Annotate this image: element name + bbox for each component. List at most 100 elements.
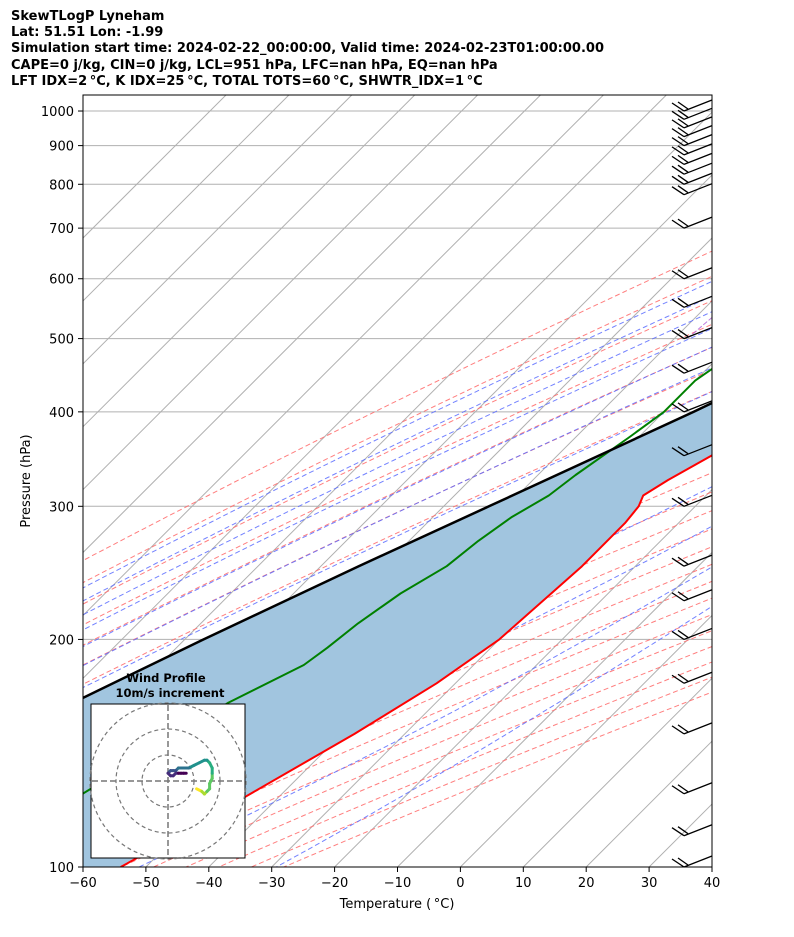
wind-barb-staff <box>683 99 713 112</box>
isotherm-line <box>83 95 353 365</box>
wind-barb-flag <box>671 785 685 795</box>
wind-barb-flag <box>677 174 689 183</box>
y-axis-label: Pressure (hPa) <box>19 434 34 527</box>
wind-barb-staff <box>683 589 713 602</box>
wind-barb-flag <box>671 137 685 147</box>
wind-barb-flag <box>677 145 689 154</box>
wind-barb-staff <box>683 782 713 795</box>
wind-barb-flag <box>671 175 685 185</box>
wind-barb-flag <box>677 673 689 682</box>
x-tick-label: −20 <box>321 876 348 891</box>
location-line: Lat: 51.51 Lon: -1.99 <box>11 25 164 40</box>
y-tick-label: 600 <box>49 273 74 288</box>
wind-barb <box>671 172 713 185</box>
hodograph-ring <box>89 702 247 860</box>
moist-adiabat <box>83 367 712 667</box>
dry-adiabat <box>218 661 712 867</box>
wind-barb-staff <box>683 554 713 567</box>
wind-barb <box>671 116 713 129</box>
wind-barb-flag <box>677 154 689 163</box>
wind-barb-flag <box>671 270 685 280</box>
wind-barb-flag <box>671 165 685 175</box>
indices-line-2: LFT IDX=2 °C, K IDX=25 °C, TOTAL TOTS=60… <box>11 74 483 89</box>
wind-barb <box>671 99 713 112</box>
hodograph-title: Wind Profile <box>126 671 206 685</box>
wind-barb-flag <box>677 164 689 173</box>
isotherm-line <box>522 677 712 867</box>
wind-barb-staff <box>683 295 713 308</box>
y-tick-label: 500 <box>49 333 74 348</box>
wind-barb-flag <box>677 297 689 306</box>
wind-barb <box>671 361 713 374</box>
axes: −60 −50 −40 −30 −20 −10 0 10 20 30 40 100 200 300 400 5… <box>41 105 720 891</box>
isotherm-line <box>334 488 712 867</box>
x-tick-label: −10 <box>384 876 411 891</box>
x-tick-label: −40 <box>195 876 222 891</box>
isotherm-line <box>397 551 712 867</box>
wind-barb-flag <box>677 109 689 118</box>
wind-barb-flag <box>671 110 685 120</box>
wind-barb-flag <box>677 629 689 638</box>
wind-barb-flag <box>671 128 685 138</box>
dry-adiabat <box>283 691 712 867</box>
wind-barb <box>671 134 713 147</box>
isotherm-line <box>711 866 712 867</box>
wind-barb-flag <box>677 826 689 835</box>
wind-barb-staff <box>683 671 713 684</box>
moist-adiabat <box>83 280 712 589</box>
x-tick-label: 20 <box>578 876 595 891</box>
wind-barb-staff <box>683 267 713 280</box>
wind-barb-flag <box>677 101 689 110</box>
x-tick-label: −60 <box>69 876 96 891</box>
wind-barbs <box>671 99 713 868</box>
wind-barb-staff <box>683 216 713 229</box>
wind-barb-staff <box>683 143 713 156</box>
x-tick-label: 30 <box>641 876 658 891</box>
wind-barb-flag <box>677 857 689 866</box>
parcel-line <box>83 401 712 700</box>
wind-barb-staff <box>683 361 713 374</box>
time-line: Simulation start time: 2024-02-22_00:00:… <box>11 41 604 56</box>
wind-barb-flag <box>677 118 689 127</box>
dry-adiabat <box>251 676 712 867</box>
wind-barb-flag <box>677 185 689 194</box>
chart-title: SkewTLogP Lyneham <box>11 9 165 24</box>
wind-barb-flag <box>671 858 685 868</box>
wind-barb-staff <box>683 125 713 138</box>
wind-barb-flag <box>671 725 685 735</box>
wind-barb-flag <box>671 827 685 837</box>
moist-adiabat <box>276 605 712 867</box>
wind-barb-staff <box>683 855 713 868</box>
indices-line-1: CAPE=0 j/kg, CIN=0 j/kg, LCL=951 hPa, LF… <box>11 58 498 73</box>
wind-barb-flag <box>671 497 685 507</box>
wind-barb <box>671 589 713 602</box>
wind-barb-flag <box>677 363 689 372</box>
isotherm-line <box>83 95 667 680</box>
wind-barb <box>671 554 713 567</box>
y-tick-label: 200 <box>49 633 74 648</box>
isotherm-line <box>83 95 604 617</box>
wind-barb <box>671 183 713 196</box>
dewpoint-line <box>83 367 712 795</box>
wind-barb <box>671 267 713 280</box>
wind-barb-staff <box>683 627 713 641</box>
wind-barb-staff <box>683 824 713 837</box>
x-tick-label: 10 <box>515 876 532 891</box>
hodograph-subtitle: 10m/s increment <box>116 686 225 700</box>
wind-barb-flag <box>671 298 685 308</box>
wind-barb-staff <box>683 116 713 129</box>
wind-barb-flag <box>677 446 689 455</box>
wind-barb-flag <box>677 127 689 136</box>
wind-barb-flag <box>677 329 689 338</box>
wind-barb-staff <box>683 134 713 147</box>
wind-barb-flag <box>671 146 685 156</box>
y-tick-label: 300 <box>49 500 74 515</box>
mixing-ratio-line <box>687 316 712 339</box>
wind-barb-flag <box>671 364 685 374</box>
dry-adiabat <box>83 390 712 685</box>
isotherm-line <box>83 95 541 554</box>
wind-barb <box>671 216 713 229</box>
wind-barb <box>671 326 713 340</box>
wind-barb-staff <box>683 444 713 457</box>
wind-barb-staff <box>683 152 713 165</box>
